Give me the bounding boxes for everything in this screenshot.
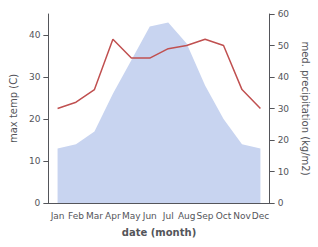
svg-text:30: 30 — [29, 72, 41, 82]
svg-text:Oct: Oct — [216, 211, 232, 221]
svg-text:Jul: Jul — [162, 211, 174, 221]
svg-text:30: 30 — [278, 104, 290, 114]
svg-text:Mar: Mar — [86, 211, 103, 221]
svg-text:20: 20 — [278, 135, 290, 145]
svg-text:Feb: Feb — [68, 211, 84, 221]
svg-text:0: 0 — [278, 198, 284, 208]
svg-text:10: 10 — [278, 167, 290, 177]
svg-text:date (month): date (month) — [122, 227, 196, 238]
svg-text:10: 10 — [29, 156, 41, 166]
svg-text:Jan: Jan — [50, 211, 65, 221]
svg-text:40: 40 — [29, 30, 41, 40]
svg-text:May: May — [122, 211, 141, 221]
svg-text:0: 0 — [35, 198, 41, 208]
svg-text:Aug: Aug — [178, 211, 196, 221]
svg-text:40: 40 — [278, 72, 290, 82]
svg-text:med. precipitation (kg/m2): med. precipitation (kg/m2) — [300, 41, 311, 175]
svg-text:max temp (C): max temp (C) — [8, 74, 19, 143]
svg-text:Dec: Dec — [252, 211, 269, 221]
svg-text:Apr: Apr — [105, 211, 121, 221]
svg-text:50: 50 — [278, 41, 290, 51]
svg-text:60: 60 — [278, 9, 290, 19]
svg-text:20: 20 — [29, 114, 41, 124]
svg-text:Jun: Jun — [142, 211, 157, 221]
svg-text:Sep: Sep — [197, 211, 214, 221]
svg-text:Nov: Nov — [233, 211, 251, 221]
